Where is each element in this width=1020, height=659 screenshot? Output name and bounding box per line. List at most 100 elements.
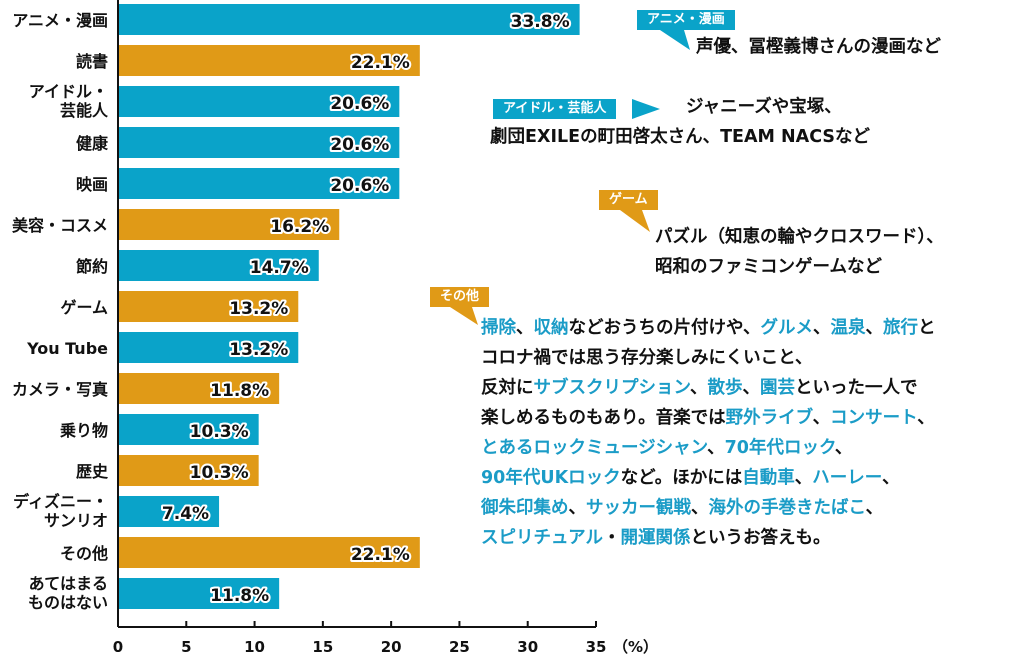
value-label: 22.1% xyxy=(351,545,410,565)
highlight-text: 収納 xyxy=(533,318,569,338)
annotation-game: パズル（知恵の輪やクロスワード）、昭和のファミコンゲームなど xyxy=(655,222,944,282)
annotation-line: 楽しめるものもあり。音楽では野外ライブ、コンサート、 xyxy=(481,403,935,433)
bar xyxy=(118,496,220,527)
x-tick-label: 5 xyxy=(181,638,191,656)
category-label: 節約 xyxy=(75,257,108,276)
value-label: 10.3% xyxy=(190,463,249,483)
category-label: カメラ・写真 xyxy=(12,380,108,399)
highlight-text: 温泉 xyxy=(830,318,866,338)
annotation-text: 楽しめるものもあり。音楽では xyxy=(481,408,726,428)
annotation-text: ・ xyxy=(602,528,621,548)
annotation-line: 昭和のファミコンゲームなど xyxy=(655,252,944,282)
highlight-text: 開運関係 xyxy=(620,528,691,548)
x-tick-label: 0 xyxy=(113,638,123,656)
highlight-text: 自動車 xyxy=(742,468,795,488)
value-label: 14.7% xyxy=(250,258,309,278)
x-tick-label: 10 xyxy=(244,638,265,656)
annotation-text: 、 xyxy=(742,378,760,398)
annotation-text: など。ほかには xyxy=(620,468,743,488)
annotation-line: 掃除、収納などおうちの片付けや、グルメ、温泉、旅行と xyxy=(481,313,935,343)
category-label: ディズニー・ xyxy=(13,492,108,511)
value-label: 13.2% xyxy=(229,340,288,360)
x-axis: 0 5 10 15 20 25 30 35 （%） xyxy=(113,0,658,656)
bar xyxy=(118,455,259,486)
callout-pointers xyxy=(450,30,690,325)
value-label: 20.6% xyxy=(330,176,389,196)
highlight-text: 御朱印集め xyxy=(481,498,569,518)
highlight-text: グルメ xyxy=(760,318,813,338)
annotation-text: 、 xyxy=(691,498,709,518)
value-label: 11.8% xyxy=(210,381,269,401)
highlight-text: 旅行 xyxy=(882,318,918,338)
highlight-text: 園芸 xyxy=(759,378,795,398)
category-label: 健康 xyxy=(76,134,109,153)
bars-group: 33.8% 22.1% 20.6% 20.6% 20.6% 16.2% 14.7% 13.2%… xyxy=(118,4,580,609)
x-tick-label: 30 xyxy=(517,638,538,656)
annotation-text: 声優、冨樫義博さんの漫画など xyxy=(696,37,941,57)
annotation-tag-idol: アイドル・芸能人 xyxy=(493,99,617,119)
x-axis-unit: （%） xyxy=(613,638,658,656)
category-label: サンリオ xyxy=(44,511,108,530)
annotation-text: 、 xyxy=(516,318,534,338)
value-label: 20.6% xyxy=(330,135,389,155)
annotation-text: 、 xyxy=(865,318,883,338)
category-label: アイドル・ xyxy=(29,82,108,101)
annotation-text: 、 xyxy=(865,498,884,518)
highlight-text: 90年代UKロック xyxy=(481,468,621,488)
bar xyxy=(118,332,299,363)
value-label: 16.2% xyxy=(270,217,329,237)
category-label: 歴史 xyxy=(76,462,109,481)
annotation-text: 、 xyxy=(794,468,813,488)
highlight-text: 散歩 xyxy=(707,378,743,398)
highlight-text: 海外の手巻きたばこ xyxy=(708,498,866,518)
bar xyxy=(118,414,259,445)
annotation-line: コロナ禍では思う存分楽しみにくいこと、 xyxy=(481,343,935,373)
annotation-text: 、 xyxy=(707,438,725,458)
annotation-text: などおうちの片付けや、 xyxy=(568,318,761,338)
category-label: 乗り物 xyxy=(60,421,108,440)
value-label: 13.2% xyxy=(229,299,288,319)
bar xyxy=(118,4,580,35)
category-label: アニメ・漫画 xyxy=(12,11,108,30)
category-label: 映画 xyxy=(76,175,108,194)
annotation-line: 声優、冨樫義博さんの漫画など xyxy=(696,32,941,62)
callout-pointer xyxy=(632,99,660,119)
value-label: 22.1% xyxy=(351,53,410,73)
annotation-anime: 声優、冨樫義博さんの漫画など xyxy=(696,32,941,62)
bar xyxy=(118,578,280,609)
bar xyxy=(118,168,400,199)
annotation-tag-other: その他 xyxy=(430,287,490,307)
annotation-idol: ジャニーズや宝塚、 劇団EXILEの町田啓太さん、TEAM NACSなど xyxy=(490,92,870,152)
annotation-line: 90年代UKロックなど。ほかには自動車、ハーレー、 xyxy=(481,463,935,493)
annotation-text: 、 xyxy=(917,408,935,428)
highlight-text: とあるロックミュージシャン xyxy=(481,438,708,458)
annotation-tag-game: ゲーム xyxy=(599,190,658,210)
category-label: 芸能人 xyxy=(60,101,109,120)
category-label: 美容・コスメ xyxy=(12,216,108,235)
annotation-text: というお答えも。 xyxy=(690,528,831,548)
annotation-line: 御朱印集め、サッカー観戦、海外の手巻きたばこ、 xyxy=(481,493,935,523)
annotation-line: パズル（知恵の輪やクロスワード）、 xyxy=(655,222,944,252)
bar xyxy=(118,537,420,568)
value-label: 20.6% xyxy=(330,94,389,114)
annotation-line: スピリチュアル・開運関係というお答えも。 xyxy=(481,523,935,553)
x-tick-label: 25 xyxy=(449,638,470,656)
annotation-line: 反対にサブスクリプション、散歩、園芸といった一人で xyxy=(481,373,935,403)
highlight-text: スピリチュアル xyxy=(481,528,603,548)
annotation-text: パズル（知恵の輪やクロスワード）、 xyxy=(655,227,944,247)
bar xyxy=(118,373,280,404)
highlight-text: 掃除 xyxy=(481,318,516,338)
callout-pointer xyxy=(620,210,650,232)
bar xyxy=(118,127,400,158)
value-label: 7.4% xyxy=(162,504,209,524)
highlight-text: サブスクリプション xyxy=(533,378,690,398)
category-label: あてはまる xyxy=(29,574,108,593)
value-label: 10.3% xyxy=(190,422,249,442)
category-label: ものはない xyxy=(28,593,108,612)
annotation-line: ジャニーズや宝塚、 xyxy=(490,92,870,122)
bar xyxy=(118,209,340,240)
value-label: 33.8% xyxy=(511,12,570,32)
value-label: 11.8% xyxy=(210,586,269,606)
